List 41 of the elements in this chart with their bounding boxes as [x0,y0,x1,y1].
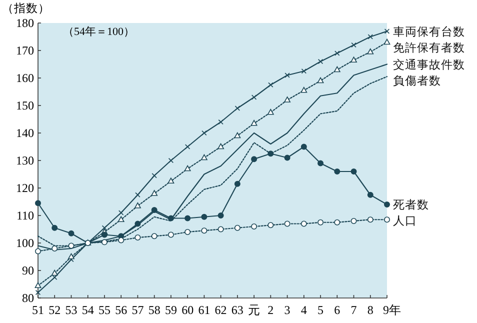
x-tick-label: 53 [65,303,78,317]
y-tick-label: 140 [16,126,34,140]
x-tick-label: 57 [132,303,144,317]
series-label: 人口 [393,214,417,228]
y-tick-label: 130 [16,154,34,168]
x-tick-label: 51 [32,303,44,317]
y-tick-label: 110 [16,208,34,223]
series-label: 死者数 [393,198,429,212]
x-tick-label: 元 [248,303,260,317]
series-label: 車両保有台数 [393,25,465,38]
x-tick-label: 58 [148,303,160,317]
x-tick-label: 3 [284,303,290,317]
x-tick-label: 8 [367,303,374,317]
series-label: 交通事故件数 [393,57,465,72]
series-label: 免許保有者数 [393,41,465,54]
x-tick-label: 56 [115,303,128,317]
y-tick-label: 120 [16,181,34,196]
x-tick-label: 55 [98,303,110,317]
y-tick-label: 100 [16,236,34,250]
x-tick-label: 6 [334,303,340,317]
x-tick-label: 62 [214,303,227,317]
y-tick-label: 90 [22,264,34,278]
y-tick-label: 180 [16,16,34,30]
y-tick-label: 170 [16,44,34,58]
y-tick-label: 150 [16,98,34,113]
x-tick-label: 4 [300,303,307,317]
x-tick-label: 7 [350,303,357,317]
annotation: （54年＝100） [63,26,134,38]
x-tick-label: 2 [268,303,274,317]
y-tick-label: 160 [16,71,34,86]
y-axis-title: （指数） [2,2,50,15]
x-tick-label: 9年 [383,303,401,317]
x-tick-label: 54 [82,303,94,317]
y-tick-label: 80 [22,291,34,306]
x-tick-label: 60 [182,303,194,317]
x-tick-label: 61 [198,303,210,317]
series-label: 負傷者数 [393,74,441,88]
x-tick-label: 52 [48,303,61,317]
x-tick-label: 63 [231,303,244,317]
x-tick-label: 59 [164,303,177,317]
x-tick-label: 5 [318,303,324,317]
